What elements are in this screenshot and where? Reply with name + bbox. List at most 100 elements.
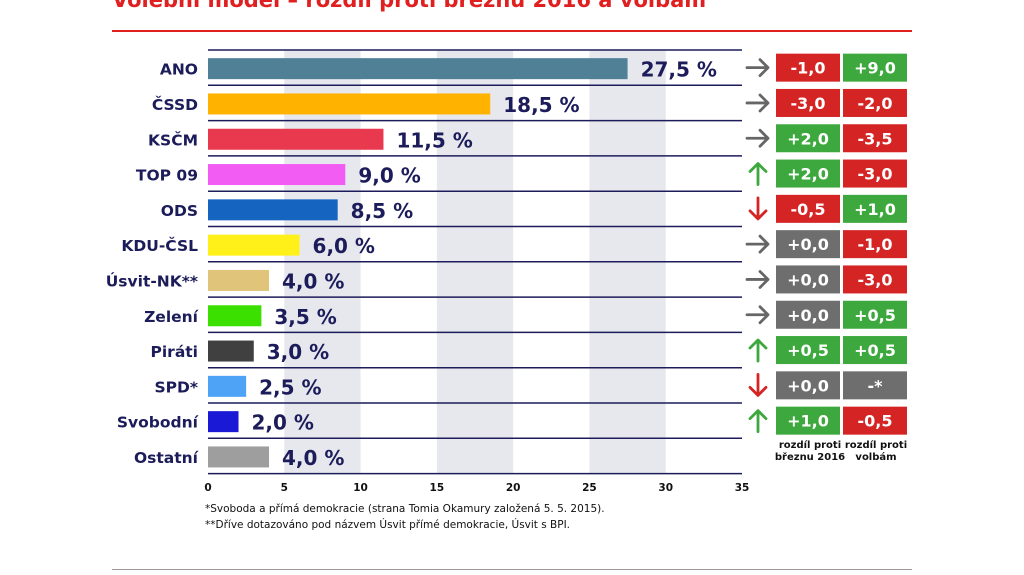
diff-march-badge: -1,0 [791,59,826,78]
bar [208,164,346,186]
diff-march-badge: +0,0 [787,270,829,289]
bar [208,234,300,256]
x-tick-label: 5 [281,482,288,494]
diff-march-badge: -3,0 [791,94,826,113]
arrow-down-icon [748,196,768,221]
diff-election-badge: +0,5 [854,341,896,360]
bar [208,269,270,291]
diff-march-badge-bg [776,159,840,188]
x-tick-label: 0 [204,482,211,494]
category-label: Ostatní [134,449,199,467]
x-tick-label: 10 [353,482,368,494]
value-label: 3,5 % [274,305,336,329]
bar [208,93,491,115]
bar [208,446,270,468]
diff-march-badge: +0,0 [787,235,829,254]
diff-election-badge: -3,0 [858,270,893,289]
diff-march-badge-bg [776,124,840,153]
diff-march-badge-bg [776,300,840,329]
category-label: Zelení [144,308,199,326]
diff-election-badge: -0,5 [858,412,893,431]
diff-election-badge: +9,0 [854,59,896,78]
bar [208,305,262,327]
diff-march-badge-bg [776,336,840,365]
footnote-2: **Dříve dotazováno pod názvem Úsvit přím… [205,519,571,531]
value-label: 2,0 % [252,411,314,435]
arrow-right-icon [745,305,770,325]
category-label: Piráti [151,343,199,361]
value-label: 9,0 % [358,164,420,188]
category-label: ANO [160,61,198,79]
arrow-up-icon [748,162,768,186]
diff-march-badge-bg [776,88,840,117]
diff-election-badge: +1,0 [854,200,896,219]
category-label: TOP 09 [136,167,198,185]
diff-election-badge-bg [843,124,907,153]
bar [208,58,628,80]
category-label: SPD* [155,378,199,396]
diff-election-badge-bg [843,88,907,117]
bar [208,128,384,150]
diff-march-badge: +2,0 [787,129,829,148]
x-tick-label: 35 [735,482,750,494]
category-label: Úsvit-NK** [106,271,198,290]
title-rule [112,30,912,32]
diff-march-badge-bg [776,53,840,82]
x-tick-label: 25 [582,482,597,494]
arrow-up-icon [748,409,768,434]
diff-march-badge: +2,0 [787,165,829,184]
arrow-down-icon [748,372,768,397]
diff-election-badge: -3,5 [858,129,893,148]
value-label: 4,0 % [282,446,344,470]
diff-election-badge-bg [843,300,907,329]
diff-march-badge-bg [776,230,840,259]
arrow-up-icon [748,338,768,363]
diff-election-badge-bg [843,265,907,294]
category-label: Svobodní [117,414,199,432]
bar [208,375,247,397]
bottom-rule [112,569,912,570]
diff-march-badge-bg [776,194,840,223]
diff-election-badge: +0,5 [854,306,896,325]
diff-march-badge: +0,0 [787,376,829,395]
col1-header: rozdíl proti březnu 2016 [774,440,846,463]
diff-election-badge: -2,0 [858,94,893,113]
category-label: ODS [161,202,198,220]
footnote-1: *Svoboda a přímá demokracie (strana Tomi… [205,503,605,515]
x-tick-label: 15 [430,482,445,494]
bar [208,340,254,362]
category-label: KSČM [148,130,198,149]
arrow-right-icon [745,270,770,289]
diff-march-badge-bg [776,371,840,400]
diff-election-badge-bg [843,406,907,435]
value-label: 4,0 % [282,269,344,293]
diff-election-badge-bg [843,159,907,188]
diff-election-badge-bg [843,53,907,82]
diff-election-badge-bg [843,371,907,400]
value-label: 11,5 % [396,128,472,152]
arrow-right-icon [745,93,770,113]
x-tick-label: 20 [506,482,521,494]
diff-election-badge-bg [843,230,907,259]
value-label: 27,5 % [641,58,717,82]
value-label: 18,5 % [503,93,579,117]
diff-election-badge: -3,0 [858,165,893,184]
diff-march-badge: -0,5 [791,200,826,219]
diff-election-badge: -1,0 [858,235,893,254]
diff-election-badge-bg [843,336,907,365]
diff-march-badge: +0,5 [787,341,829,360]
category-label: KDU-ČSL [121,236,198,255]
diff-march-badge: +0,0 [787,306,829,325]
category-label: ČSSD [152,95,198,114]
diff-election-badge-bg [843,194,907,223]
bar [208,411,239,433]
chart-title: Volební model – rozdíl proti březnu 2016… [112,0,707,12]
diff-march-badge-bg [776,406,840,435]
arrow-right-icon [745,58,770,78]
value-label: 3,0 % [267,340,329,364]
x-tick-label: 30 [658,482,673,494]
col2-header: rozdíl proti volbám [844,440,908,463]
bar [208,199,338,221]
diff-march-badge: +1,0 [787,412,829,431]
value-label: 8,5 % [351,199,413,223]
